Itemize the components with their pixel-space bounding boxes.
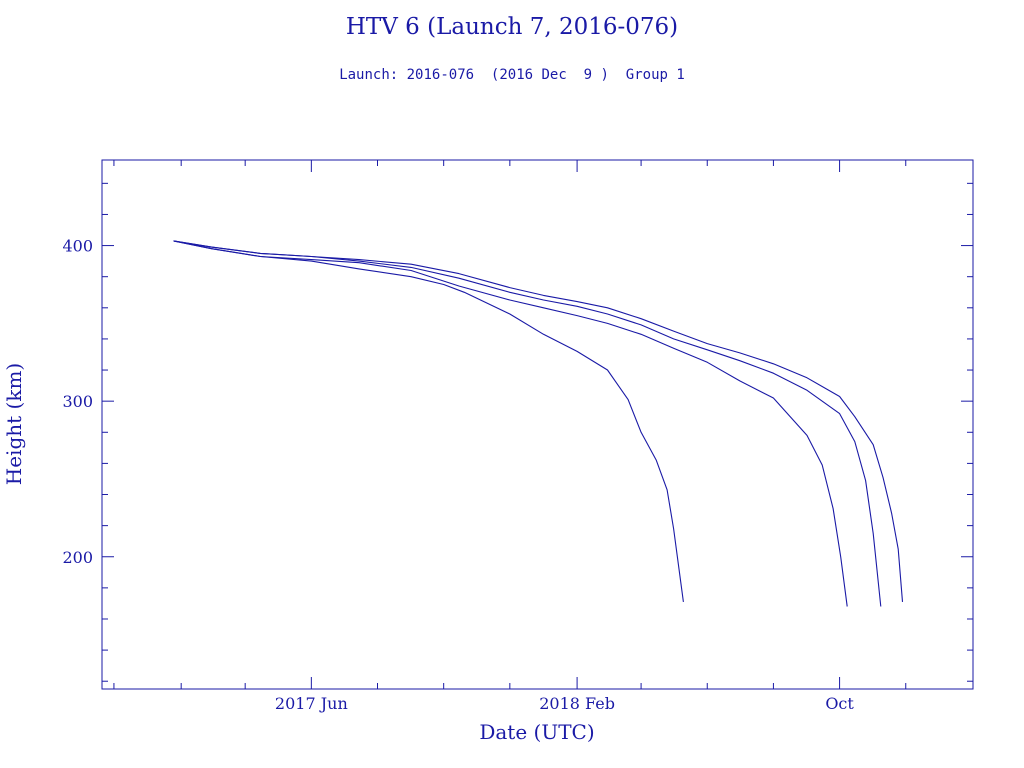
y-axis-title: Height (km) [2,363,26,485]
x-tick-label: Oct [825,694,854,713]
series-line-2 [173,240,848,607]
x-axis-title: Date (UTC) [479,720,594,744]
tick-labels: 200 300 400 2017 Jun 2018 Feb Oct [62,237,854,713]
series-line-4 [173,240,904,602]
y-tick-label: 400 [62,237,93,256]
chart-subtitle: Launch: 2016-076 (2016 Dec 9 ) Group 1 [339,67,685,83]
series-group [173,240,904,607]
plot-frame [101,159,974,690]
series-line-3 [173,240,882,607]
x-tick-label: 2017 Jun [275,694,348,713]
y-tick-label: 200 [62,548,93,567]
axis-ticks [102,160,973,689]
series-line-1 [173,240,684,602]
x-tick-label: 2018 Feb [539,694,615,713]
y-tick-label: 300 [62,392,93,411]
chart-title: HTV 6 (Launch 7, 2016-076) [345,14,679,40]
